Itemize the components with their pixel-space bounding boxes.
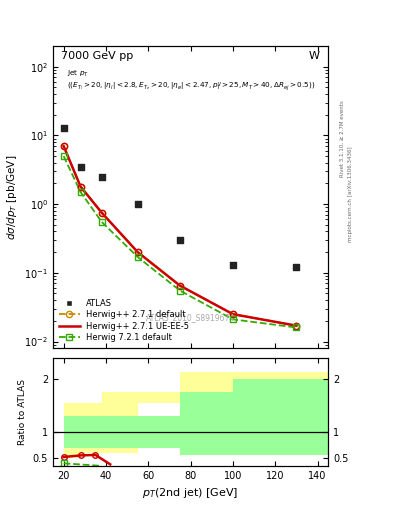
Text: W: W	[309, 51, 320, 60]
Legend: ATLAS, Herwig++ 2.7.1 default, Herwig++ 2.7.1 UE-EE-5, Herwig 7.2.1 default: ATLAS, Herwig++ 2.7.1 default, Herwig++ …	[57, 297, 191, 344]
Y-axis label: Ratio to ATLAS: Ratio to ATLAS	[18, 379, 27, 445]
Point	[293, 263, 299, 271]
X-axis label: $p_T$(2nd jet) [GeV]: $p_T$(2nd jet) [GeV]	[143, 486, 239, 500]
Text: mcplots.cern.ch [arXiv:1306.3436]: mcplots.cern.ch [arXiv:1306.3436]	[348, 147, 353, 242]
Text: Jet $p_T$ (($E_{T_l}{>}20,|\eta_l|{<}2.8,E_{T_e}{>}20,|\eta_e|{<}2.47,p_T^\nu{>}: Jet $p_T$ (($E_{T_l}{>}20,|\eta_l|{<}2.8…	[67, 69, 315, 93]
Text: 7000 GeV pp: 7000 GeV pp	[61, 51, 134, 60]
Point	[99, 173, 105, 181]
Text: ATLAS_2010_S8919674: ATLAS_2010_S8919674	[146, 313, 235, 323]
Point	[134, 200, 141, 208]
Point	[230, 261, 236, 269]
Text: Rivet 3.1.10, ≥ 2.7M events: Rivet 3.1.10, ≥ 2.7M events	[340, 100, 345, 177]
Y-axis label: $d\sigma/dp_{T}$ [pb/GeV]: $d\sigma/dp_{T}$ [pb/GeV]	[5, 155, 19, 240]
Point	[61, 123, 67, 132]
Point	[177, 236, 183, 244]
Point	[77, 163, 84, 171]
